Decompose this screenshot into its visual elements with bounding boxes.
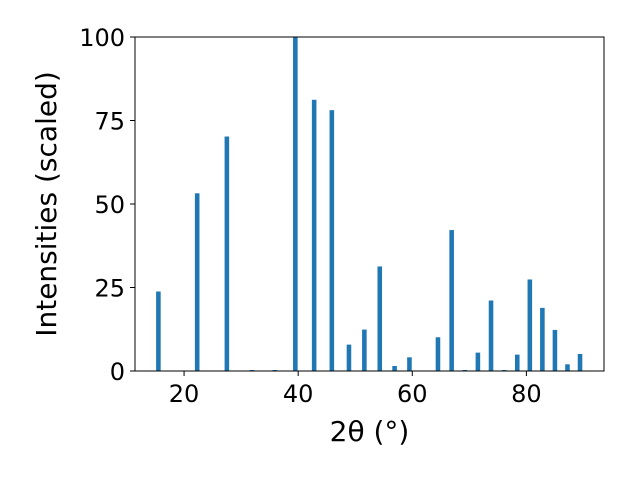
bar-1	[156, 291, 161, 371]
bar-11	[377, 266, 383, 371]
bar-15	[449, 230, 454, 371]
bar-10	[362, 329, 367, 371]
y-tick-label-25: 25	[94, 275, 125, 303]
bar-24	[565, 364, 570, 371]
y-axis-title: Intensities (scaled)	[30, 71, 63, 337]
bar-9	[346, 344, 352, 371]
y-tick-label-75: 75	[94, 108, 125, 136]
bar-20	[514, 354, 520, 371]
x-tick-label-80: 80	[511, 380, 542, 408]
bar-13	[407, 357, 412, 371]
bar-7	[311, 99, 317, 371]
y-tick-label-0: 0	[110, 358, 125, 386]
bar-14	[435, 337, 441, 371]
bar-23	[552, 329, 558, 371]
x-tick-label-20: 20	[169, 380, 200, 408]
bar-21	[527, 279, 533, 371]
x-tick-label-60: 60	[397, 380, 428, 408]
y-tick-label-50: 50	[94, 191, 125, 219]
bar-3	[224, 136, 230, 371]
bars-layer	[156, 37, 583, 372]
bar-2	[194, 193, 200, 371]
bar-6	[293, 37, 298, 371]
ticks-layer: 20 40 60 80 0 25 50 75 100	[79, 24, 541, 408]
bar-18	[488, 300, 494, 371]
x-axis-title: 2θ (°)	[330, 415, 410, 448]
bar-22	[540, 307, 545, 371]
bar-12	[392, 365, 397, 371]
plot-frame	[134, 36, 605, 372]
bar-17	[475, 352, 481, 371]
bar-8	[329, 110, 335, 372]
x-tick-label-40: 40	[283, 380, 314, 408]
y-tick-label-100: 100	[79, 24, 125, 52]
bar-25	[577, 353, 583, 371]
